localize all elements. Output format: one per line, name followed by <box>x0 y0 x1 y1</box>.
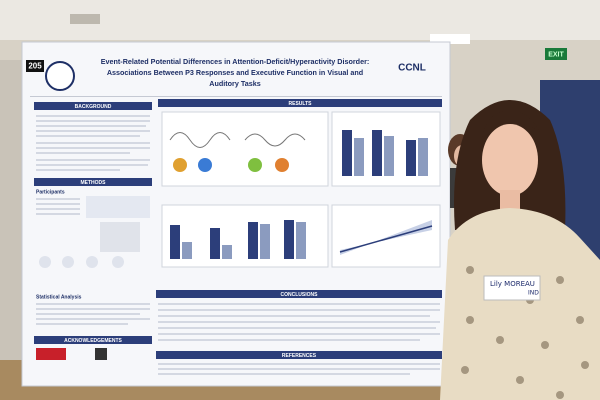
bar-figure <box>331 111 441 187</box>
exit-sign <box>545 48 567 60</box>
title-rule <box>30 96 442 97</box>
exit-text: EXIT <box>548 51 564 58</box>
methods-content <box>36 196 150 268</box>
lab-logo: CCNL <box>398 63 426 74</box>
poster-title-line: Event-Related Potential Differences in A… <box>101 57 370 66</box>
section-bar <box>34 336 152 344</box>
poster-title-line: Associations Between P3 Responses and Ex… <box>107 68 363 77</box>
section-header: METHODS <box>81 180 107 186</box>
background-text <box>36 115 150 171</box>
ceiling-light <box>430 34 470 44</box>
poster-title-line: Auditory Tasks <box>209 79 260 88</box>
erp-figures <box>161 111 329 187</box>
subsection-header: Statistical Analysis <box>36 294 82 300</box>
name-tag-note: IND <box>528 290 539 297</box>
section-header: RESULTS <box>289 101 313 107</box>
vent <box>70 14 100 24</box>
qr-code <box>95 348 107 360</box>
section-bar <box>34 178 152 186</box>
section-header: REFERENCES <box>282 353 317 359</box>
section-header: BACKGROUND <box>75 104 112 110</box>
section-bar <box>34 102 152 110</box>
name-tag-name: Lily MOREAU <box>490 280 535 288</box>
bar-figure <box>161 204 329 268</box>
section-bar <box>156 290 442 298</box>
section-bar <box>156 351 442 359</box>
analysis-text <box>36 303 150 325</box>
name-tag <box>483 275 541 301</box>
presenter <box>440 100 600 400</box>
university-seal <box>45 61 75 91</box>
poster-number: 205 <box>28 62 42 71</box>
conclusions-text <box>158 303 440 341</box>
references-text <box>158 363 440 375</box>
subsection-header: Participants <box>36 189 65 195</box>
foundation-logo <box>36 348 66 360</box>
section-header: CONCLUSIONS <box>281 292 319 298</box>
board-side <box>0 60 22 360</box>
section-bar <box>158 99 442 107</box>
scatter-figure <box>331 204 441 268</box>
section-header: ACKNOWLEDGEMENTS <box>64 338 122 344</box>
number-card <box>26 60 44 72</box>
